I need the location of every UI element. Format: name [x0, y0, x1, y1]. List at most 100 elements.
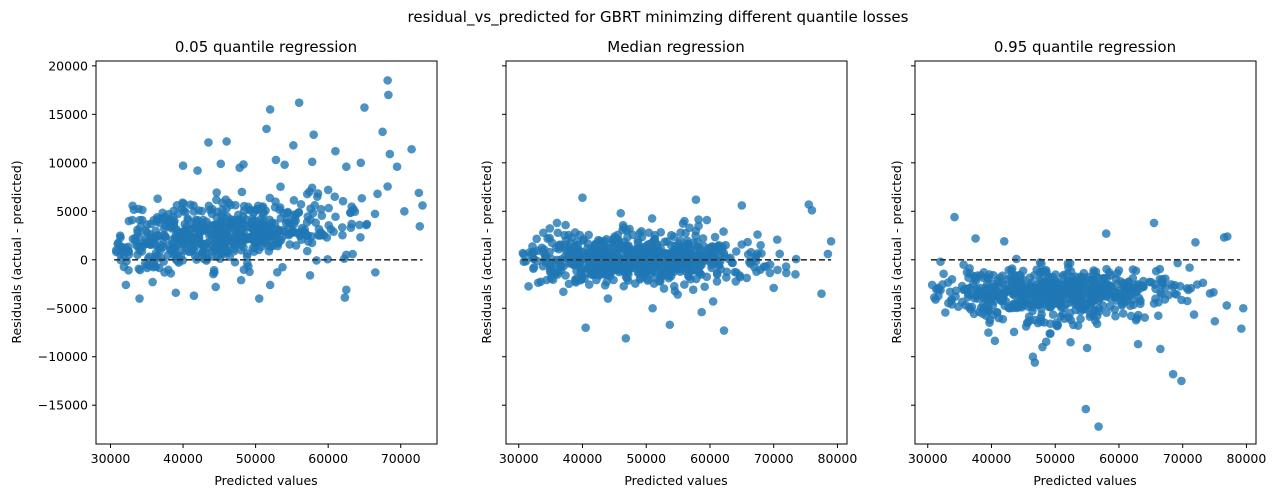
scatter-point	[1110, 305, 1120, 314]
x-axis-label: Predicted values	[624, 473, 727, 488]
scatter-point	[1131, 266, 1141, 276]
scatter-point	[1157, 290, 1166, 299]
scatter-point	[253, 201, 263, 211]
scatter-point	[1046, 283, 1056, 293]
scatter-point	[1012, 254, 1021, 264]
scatter-point	[621, 334, 631, 343]
scatter-point	[584, 230, 593, 240]
scatter-point	[662, 269, 672, 278]
x-tick-label: 30000	[499, 451, 539, 466]
scatter-point	[772, 235, 782, 244]
scatter-point	[708, 297, 718, 306]
scatter-point	[355, 220, 364, 230]
scatter-point	[971, 274, 980, 283]
scatter-point	[1009, 327, 1019, 337]
scatter-points	[927, 212, 1248, 431]
scatter-point	[1168, 369, 1178, 379]
y-tick-label: 5000	[56, 204, 88, 219]
scatter-point	[1094, 296, 1103, 305]
scatter-point	[217, 210, 226, 220]
scatter-point	[648, 246, 657, 256]
scatter-point	[280, 160, 289, 170]
scatter-point	[307, 157, 317, 167]
scatter-point	[584, 280, 594, 289]
scatter-point	[128, 234, 138, 244]
scatter-point	[656, 227, 666, 237]
scatter-point	[1082, 343, 1092, 353]
scatter-point	[330, 192, 340, 201]
scatter-point	[618, 244, 627, 253]
scatter-point	[1157, 280, 1167, 290]
scatter-point	[1185, 263, 1194, 272]
scatter-point	[271, 155, 281, 165]
scatter-point	[565, 259, 574, 268]
scatter-point	[317, 211, 327, 221]
scatter-point	[594, 235, 603, 245]
scatter-point	[264, 222, 273, 232]
scatter-point	[782, 268, 791, 278]
scatter-point	[357, 193, 367, 203]
scatter-point	[1155, 264, 1165, 274]
scatter-point	[296, 200, 306, 209]
subplot-quantile-005: 0.05 quantile regression 30000 40000 50000…	[9, 38, 438, 488]
scatter-point	[686, 244, 695, 254]
scatter-point	[235, 163, 244, 172]
scatter-point	[150, 232, 159, 242]
scatter-point	[143, 239, 153, 248]
scatter-point	[392, 162, 402, 171]
scatter-point	[552, 218, 562, 228]
scatter-point	[133, 228, 143, 238]
scatter-point	[1028, 352, 1038, 362]
scatter-point	[1118, 309, 1128, 318]
scatter-point	[146, 261, 155, 271]
scatter-point	[970, 293, 979, 303]
scatter-point	[172, 201, 182, 210]
y-tick-label: 0	[80, 252, 88, 267]
scatter-point	[695, 269, 705, 278]
scatter-point	[667, 230, 676, 240]
scatter-point	[947, 300, 957, 309]
scatter-point	[1184, 285, 1193, 295]
scatter-point	[216, 159, 226, 169]
scatter-point	[1102, 281, 1111, 291]
scatter-point	[990, 336, 1000, 346]
scatter-point	[700, 250, 710, 260]
subplot-title: 0.95 quantile regression	[994, 38, 1176, 56]
scatter-point	[309, 130, 318, 139]
scatter-point	[688, 285, 698, 294]
scatter-point	[553, 255, 562, 265]
axes-frame	[505, 60, 848, 445]
scatter-point	[356, 158, 366, 168]
scatter-point	[684, 265, 694, 274]
scatter-point	[263, 229, 273, 238]
scatter-point	[383, 182, 392, 191]
scatter-point	[561, 220, 570, 230]
scatter-point	[237, 187, 247, 197]
scatter-point	[1079, 277, 1088, 287]
scatter-point	[186, 200, 195, 209]
scatter-point	[294, 98, 304, 107]
scatter-point	[285, 240, 295, 249]
scatter-point	[1173, 258, 1182, 268]
scatter-point	[1008, 279, 1017, 289]
scatter-point	[1223, 232, 1232, 241]
scatter-point	[265, 280, 275, 290]
scatter-point	[1059, 280, 1068, 289]
scatter-point	[1081, 301, 1091, 311]
scatter-point	[1133, 339, 1143, 349]
scatter-point	[559, 287, 568, 297]
scatter-point	[160, 268, 169, 277]
scatter-point	[171, 288, 181, 298]
scatter-point	[737, 201, 747, 210]
scatter-point	[707, 263, 716, 273]
scatter-point	[183, 214, 193, 223]
x-tick-label: 60000	[1099, 451, 1139, 466]
scatter-point	[349, 205, 358, 214]
scatter-point	[1052, 321, 1061, 330]
scatter-point	[697, 307, 706, 317]
scatter-point	[538, 261, 548, 271]
scatter-point	[964, 273, 973, 283]
scatter-point	[1078, 284, 1088, 293]
scatter-point	[230, 240, 240, 250]
